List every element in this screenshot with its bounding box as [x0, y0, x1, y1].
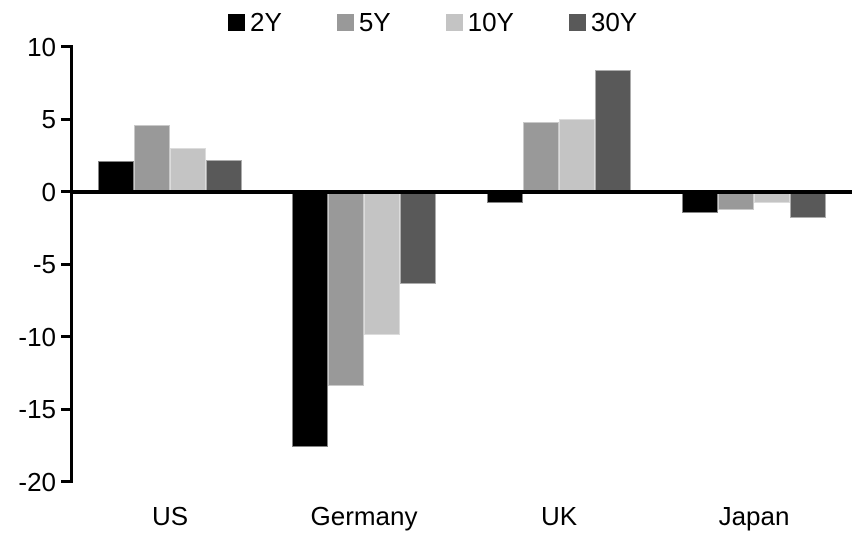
bar-japan-10y	[754, 191, 790, 204]
bar-japan-5y	[718, 191, 754, 211]
legend-item-2y: 2Y	[228, 9, 282, 35]
bar-us-30y	[206, 159, 242, 192]
legend-label: 30Y	[590, 7, 638, 37]
y-tick-mark	[61, 190, 72, 193]
bar-japan-30y	[790, 191, 826, 218]
bar-germany-30y	[400, 191, 436, 285]
bar-germany-10y	[364, 191, 400, 336]
bar-uk-10y	[559, 119, 595, 192]
bar-japan-2y	[682, 191, 718, 214]
y-tick-label: -20	[18, 466, 56, 497]
x-category-label-us: US	[151, 501, 189, 531]
y-tick-label: -15	[18, 394, 56, 424]
legend-item-30y: 30Y	[568, 7, 638, 37]
legend-label: 10Y	[467, 7, 514, 37]
zero-baseline	[70, 189, 852, 194]
y-tick-mark	[61, 335, 72, 338]
legend-label: 5Y	[358, 7, 391, 37]
y-tick-label: 5	[41, 104, 56, 134]
bar-uk-2y	[487, 191, 523, 204]
y-tick-label: 0	[41, 176, 56, 207]
bar-us-10y	[170, 148, 206, 192]
legend-swatch-icon	[228, 13, 245, 31]
y-tick-label: -5	[32, 249, 56, 279]
legend-swatch-icon	[445, 13, 463, 31]
legend: 2Y 5Y 10Y 30Y	[228, 9, 637, 35]
x-category-label-japan: Japan	[718, 501, 790, 531]
y-tick-mark	[61, 407, 72, 411]
legend-item-10y: 10Y	[445, 7, 514, 37]
bar-us-2y	[98, 161, 134, 192]
legend-swatch-icon	[336, 13, 354, 31]
y-tick-label: 10	[27, 31, 56, 62]
x-category-label-germany: Germany	[310, 501, 418, 531]
bar-germany-2y	[292, 191, 328, 447]
y-tick-mark	[61, 45, 72, 48]
legend-swatch-icon	[568, 13, 586, 31]
x-category-label-uk: UK	[540, 501, 578, 531]
bar-uk-5y	[523, 121, 559, 192]
bar-us-5y	[134, 124, 170, 192]
legend-item-5y: 5Y	[336, 7, 391, 37]
legend-label: 2Y	[250, 7, 282, 37]
y-tick-mark	[61, 117, 72, 121]
y-tick-mark	[61, 262, 72, 266]
bar-germany-5y	[328, 191, 364, 386]
bar-uk-30y	[595, 69, 631, 192]
y-tick-mark	[61, 480, 72, 483]
y-tick-label: -10	[18, 321, 56, 352]
